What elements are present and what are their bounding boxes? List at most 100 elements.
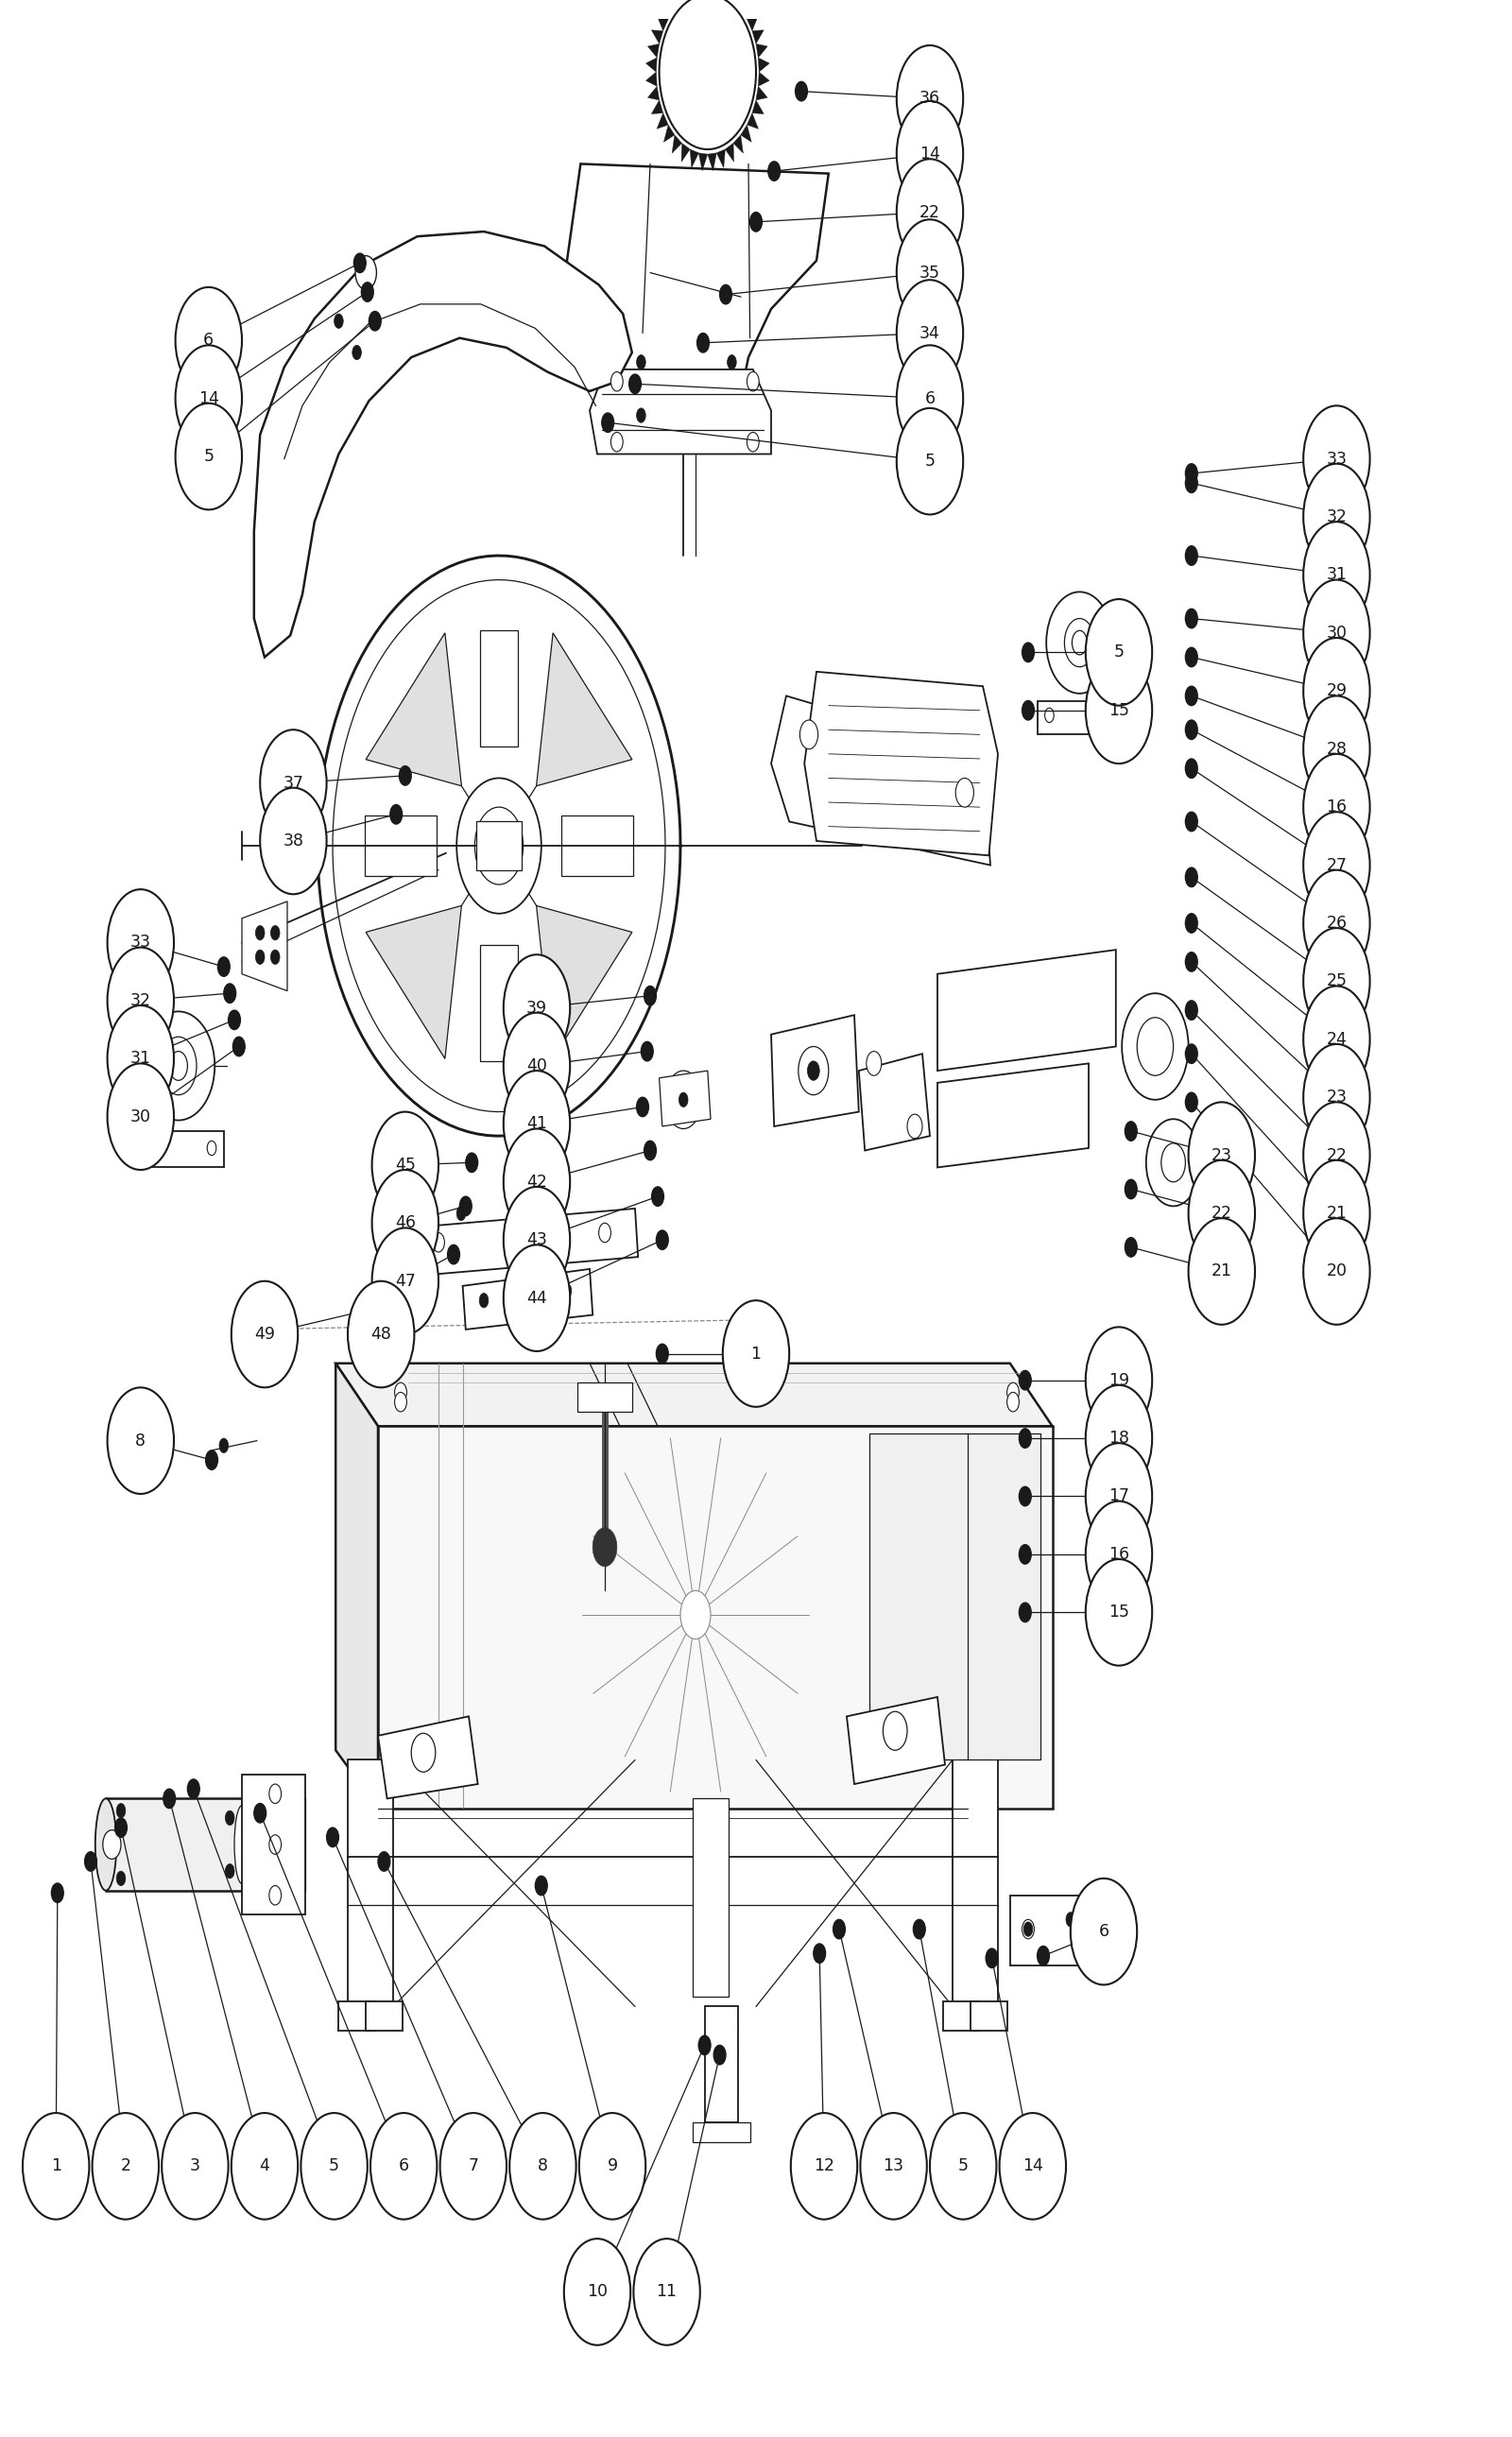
Circle shape xyxy=(160,1036,197,1094)
Circle shape xyxy=(503,1014,570,1119)
Circle shape xyxy=(457,777,541,914)
Text: 48: 48 xyxy=(370,1326,392,1343)
Text: 30: 30 xyxy=(1326,624,1347,641)
Circle shape xyxy=(395,1392,407,1411)
Circle shape xyxy=(175,288,242,395)
Polygon shape xyxy=(943,2001,980,2030)
Circle shape xyxy=(1185,1002,1198,1021)
Circle shape xyxy=(1086,600,1152,707)
Circle shape xyxy=(479,1294,488,1309)
Text: 34: 34 xyxy=(919,324,940,341)
Text: 9: 9 xyxy=(608,2157,617,2174)
Circle shape xyxy=(163,1789,175,1808)
Text: 2: 2 xyxy=(121,2157,130,2174)
Circle shape xyxy=(641,1041,653,1060)
Circle shape xyxy=(1019,1545,1031,1565)
Text: 3: 3 xyxy=(191,2157,200,2174)
Circle shape xyxy=(1086,1328,1152,1433)
Circle shape xyxy=(361,1301,373,1321)
Circle shape xyxy=(85,1852,97,1872)
Text: 31: 31 xyxy=(1326,565,1347,582)
Circle shape xyxy=(372,1111,438,1218)
Circle shape xyxy=(1070,1879,1137,1984)
Polygon shape xyxy=(682,144,689,161)
Polygon shape xyxy=(647,44,659,58)
Circle shape xyxy=(466,1153,478,1172)
Circle shape xyxy=(271,926,280,941)
Text: 8: 8 xyxy=(136,1433,145,1450)
Circle shape xyxy=(1086,1384,1152,1491)
Circle shape xyxy=(637,1097,649,1116)
Circle shape xyxy=(1303,1218,1370,1326)
Polygon shape xyxy=(804,673,998,855)
Circle shape xyxy=(699,2035,711,2054)
Circle shape xyxy=(1066,1913,1075,1928)
Polygon shape xyxy=(847,1696,945,1784)
Polygon shape xyxy=(242,1774,305,1915)
Text: 26: 26 xyxy=(1326,914,1347,931)
Circle shape xyxy=(1125,1238,1137,1257)
Polygon shape xyxy=(339,2001,375,2030)
Circle shape xyxy=(1303,463,1370,570)
Circle shape xyxy=(460,1197,472,1216)
Circle shape xyxy=(1185,687,1198,707)
Polygon shape xyxy=(652,29,664,44)
Text: 14: 14 xyxy=(1022,2157,1043,2174)
Circle shape xyxy=(254,1803,266,1823)
Circle shape xyxy=(644,1141,656,1160)
Circle shape xyxy=(490,831,508,860)
Circle shape xyxy=(334,314,343,329)
Polygon shape xyxy=(561,816,634,875)
Circle shape xyxy=(370,2113,437,2220)
Circle shape xyxy=(1086,1560,1152,1664)
Circle shape xyxy=(432,1233,445,1253)
Circle shape xyxy=(897,158,963,266)
Polygon shape xyxy=(758,73,770,85)
Polygon shape xyxy=(364,816,437,875)
Circle shape xyxy=(175,346,242,451)
Circle shape xyxy=(372,1170,438,1277)
Polygon shape xyxy=(671,0,682,10)
Circle shape xyxy=(897,100,963,207)
Polygon shape xyxy=(567,163,829,395)
Circle shape xyxy=(883,1711,907,1750)
Circle shape xyxy=(1185,719,1198,738)
Circle shape xyxy=(1037,1947,1049,1967)
Circle shape xyxy=(1188,1102,1255,1209)
Circle shape xyxy=(897,219,963,327)
Circle shape xyxy=(665,1070,702,1128)
Polygon shape xyxy=(463,1270,593,1331)
Text: 5: 5 xyxy=(959,2157,968,2174)
Polygon shape xyxy=(659,1070,711,1126)
Circle shape xyxy=(1185,609,1198,629)
Polygon shape xyxy=(758,58,770,73)
Polygon shape xyxy=(476,821,522,870)
Polygon shape xyxy=(242,902,287,992)
Circle shape xyxy=(1161,1143,1185,1182)
Circle shape xyxy=(301,2113,367,2220)
Circle shape xyxy=(103,1830,121,1859)
Circle shape xyxy=(390,804,402,824)
Text: 32: 32 xyxy=(1326,509,1347,526)
Circle shape xyxy=(361,283,373,302)
Circle shape xyxy=(1125,1180,1137,1199)
Polygon shape xyxy=(937,950,1116,1070)
Circle shape xyxy=(564,2240,631,2344)
Circle shape xyxy=(1185,1043,1198,1063)
Circle shape xyxy=(930,2113,996,2220)
Circle shape xyxy=(269,1886,281,1906)
Circle shape xyxy=(680,1591,711,1640)
Circle shape xyxy=(1303,928,1370,1033)
Circle shape xyxy=(1303,1160,1370,1267)
Polygon shape xyxy=(106,1799,242,1891)
Polygon shape xyxy=(717,149,726,168)
Polygon shape xyxy=(133,1131,224,1167)
Text: 36: 36 xyxy=(919,90,940,107)
Circle shape xyxy=(503,1187,570,1294)
Circle shape xyxy=(913,1920,925,1940)
Ellipse shape xyxy=(1046,592,1113,695)
Circle shape xyxy=(260,729,327,836)
Circle shape xyxy=(1185,1092,1198,1111)
Circle shape xyxy=(747,373,759,392)
Text: 46: 46 xyxy=(395,1214,416,1231)
